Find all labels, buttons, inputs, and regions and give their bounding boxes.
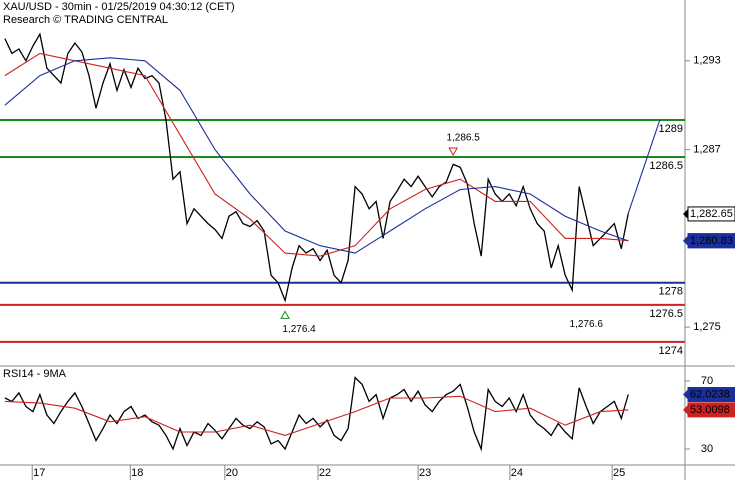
x-tick-label: 20	[226, 467, 238, 479]
price-label: 62.0238	[690, 388, 730, 400]
chart-subtitle: Research © TRADING CENTRAL	[3, 14, 168, 26]
series-line	[4, 32, 629, 303]
rsi-title: RSI14 - 9MA	[3, 368, 67, 380]
price-label-pointer	[683, 208, 688, 219]
annotation: 1,276.4	[282, 324, 316, 335]
x-tick-label: 22	[319, 467, 331, 479]
x-tick-label: 24	[511, 467, 523, 479]
series-line	[4, 376, 629, 452]
y-tick-label: 30	[701, 443, 713, 455]
level-label: 1274	[659, 345, 683, 357]
x-tick-label: 18	[131, 467, 143, 479]
low-marker	[280, 310, 290, 319]
x-tick-label: 17	[33, 467, 45, 479]
level-label: 1286.5	[649, 160, 683, 172]
level-label: 1276.5	[649, 308, 683, 320]
series-line	[4, 395, 629, 436]
price-label-pointer	[683, 235, 688, 246]
x-tick-label: 25	[613, 467, 625, 479]
price-label-pointer	[683, 404, 688, 415]
y-tick-label: 70	[701, 375, 713, 387]
y-tick-label: 1,275	[693, 321, 721, 333]
chart-title: XAU/USD - 30min - 01/25/2019 04:30:12 (C…	[3, 1, 235, 13]
price-label: 1,282.65	[690, 208, 733, 220]
annotation: 1,286.5	[446, 133, 480, 144]
x-tick-label: 23	[419, 467, 431, 479]
annotation: 1,276.6	[570, 319, 604, 330]
series-line	[4, 57, 629, 254]
level-label: 1289	[659, 123, 683, 135]
price-label: 53.0098	[690, 404, 730, 416]
y-tick-label: 1,293	[693, 55, 721, 67]
price-label-pointer	[683, 389, 688, 400]
level-label: 1278	[659, 286, 683, 298]
high-marker	[448, 147, 459, 156]
series-line	[627, 119, 661, 214]
y-tick-label: 1,287	[693, 143, 721, 155]
price-label: 1,280.83	[690, 235, 733, 247]
series-line	[4, 52, 629, 257]
